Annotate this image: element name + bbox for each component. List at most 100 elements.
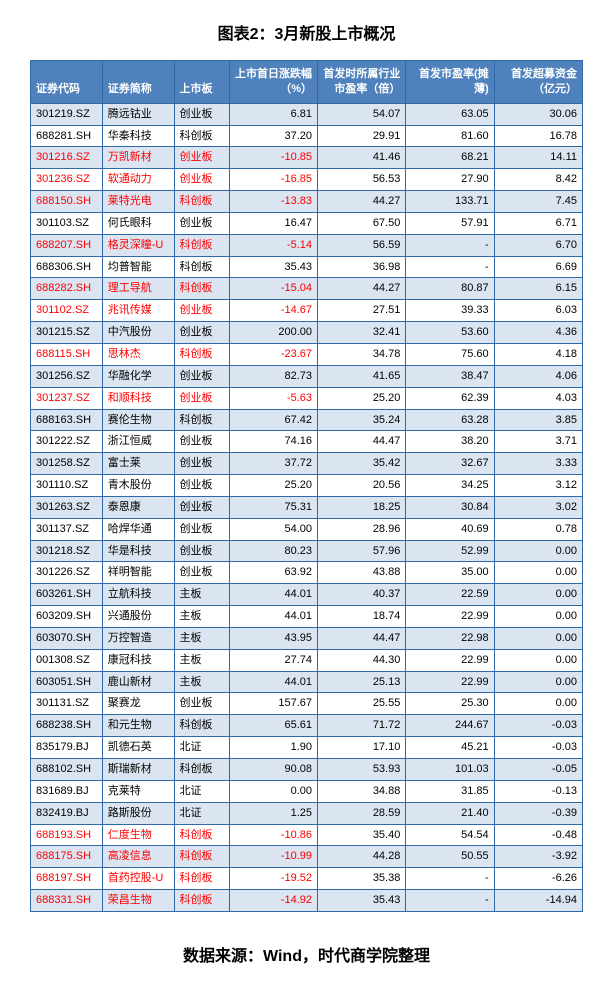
cell: 凯德石英 [102,737,174,759]
cell: 688150.SH [31,191,103,213]
cell: 0.00 [494,649,582,671]
cell: 创业板 [174,693,229,715]
cell: 27.51 [318,300,406,322]
cell: 北证 [174,737,229,759]
cell: - [406,256,494,278]
cell: 科创板 [174,868,229,890]
cell: - [406,890,494,912]
cell: 301237.SZ [31,387,103,409]
table-row: 301219.SZ腾远钴业创业板6.8154.0763.0530.06 [31,103,583,125]
cell: 0.00 [229,780,317,802]
cell: 32.41 [318,322,406,344]
cell: 荣昌生物 [102,890,174,912]
cell: 54.54 [406,824,494,846]
cell: 和元生物 [102,715,174,737]
table-row: 301218.SZ华是科技创业板80.2357.9652.990.00 [31,540,583,562]
cell: 主板 [174,606,229,628]
table-row: 688115.SH思林杰科创板-23.6734.7875.604.18 [31,343,583,365]
col-header: 上市首日涨跌幅（%） [229,61,317,104]
cell: 康冠科技 [102,649,174,671]
cell: 832419.BJ [31,802,103,824]
cell: 创业板 [174,475,229,497]
cell: -13.83 [229,191,317,213]
cell: 82.73 [229,365,317,387]
cell: 主板 [174,584,229,606]
table-row: 301110.SZ青木股份创业板25.2020.5634.253.12 [31,475,583,497]
table-row: 001308.SZ康冠科技主板27.7444.3022.990.00 [31,649,583,671]
cell: 4.18 [494,343,582,365]
cell: 688306.SH [31,256,103,278]
cell: 35.43 [229,256,317,278]
cell: 创业板 [174,540,229,562]
col-header: 证券简称 [102,61,174,104]
cell: - [406,234,494,256]
cell: 28.96 [318,518,406,540]
cell: 75.31 [229,496,317,518]
cell: 44.30 [318,649,406,671]
table-row: 688175.SH高凌信息科创板-10.9944.2850.55-3.92 [31,846,583,868]
cell: 16.47 [229,212,317,234]
cell: 0.00 [494,671,582,693]
cell: 莱特光电 [102,191,174,213]
cell: 中汽股份 [102,322,174,344]
cell: 38.20 [406,431,494,453]
cell: 52.99 [406,540,494,562]
cell: 主板 [174,627,229,649]
cell: 理工导航 [102,278,174,300]
cell: 38.47 [406,365,494,387]
cell: 25.20 [229,475,317,497]
cell: 均普智能 [102,256,174,278]
cell: 30.06 [494,103,582,125]
cell: 44.47 [318,627,406,649]
cell: 32.67 [406,453,494,475]
ipo-table: 证券代码证券简称上市板上市首日涨跌幅（%）首发时所属行业市盈率（倍）首发市盈率(… [30,60,583,912]
table-body: 301219.SZ腾远钴业创业板6.8154.0763.0530.06 68828… [31,103,583,911]
cell: 54.00 [229,518,317,540]
cell: 41.46 [318,147,406,169]
data-source: 数据来源：Wind，时代商学院整理 [30,942,583,966]
cell: 8.42 [494,169,582,191]
cell: 科创板 [174,234,229,256]
cell: -23.67 [229,343,317,365]
cell: 688115.SH [31,343,103,365]
cell: 35.38 [318,868,406,890]
cell: 主板 [174,671,229,693]
cell: 0.00 [494,540,582,562]
cell: 万凯新材 [102,147,174,169]
cell: 688282.SH [31,278,103,300]
cell: 44.01 [229,584,317,606]
cell: 301219.SZ [31,103,103,125]
cell: 路斯股份 [102,802,174,824]
cell: -6.26 [494,868,582,890]
cell: 克莱特 [102,780,174,802]
cell: 科创板 [174,846,229,868]
cell: 157.67 [229,693,317,715]
cell: 25.55 [318,693,406,715]
table-row: 301263.SZ泰恩康创业板75.3118.2530.843.02 [31,496,583,518]
cell: 53.93 [318,759,406,781]
cell: 6.03 [494,300,582,322]
cell: 0.00 [494,606,582,628]
cell: 200.00 [229,322,317,344]
cell: 创业板 [174,212,229,234]
table-row: 301258.SZ富士莱创业板37.7235.4232.673.33 [31,453,583,475]
cell: 56.53 [318,169,406,191]
cell: 华融化学 [102,365,174,387]
cell: 赛伦生物 [102,409,174,431]
cell: 18.25 [318,496,406,518]
cell: 0.00 [494,584,582,606]
cell: 688102.SH [31,759,103,781]
cell: 81.60 [406,125,494,147]
cell: 6.15 [494,278,582,300]
cell: 7.45 [494,191,582,213]
cell: -16.85 [229,169,317,191]
cell: 17.10 [318,737,406,759]
cell: 主板 [174,649,229,671]
cell: 688238.SH [31,715,103,737]
cell: 18.74 [318,606,406,628]
cell: 4.03 [494,387,582,409]
cell: 301258.SZ [31,453,103,475]
table-row: 301226.SZ祥明智能创业板63.9243.8835.000.00 [31,562,583,584]
cell: 301236.SZ [31,169,103,191]
cell: 科创板 [174,715,229,737]
